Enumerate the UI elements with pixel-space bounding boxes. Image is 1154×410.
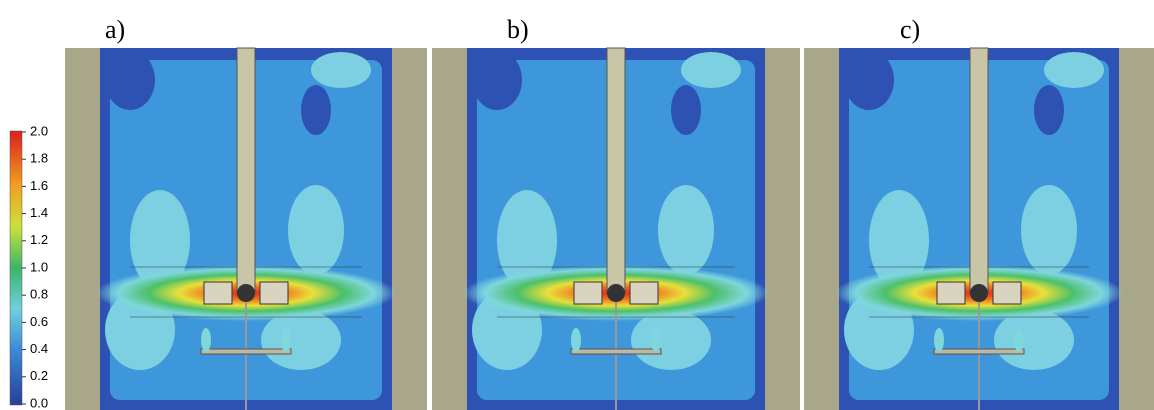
low-speed-region: [658, 185, 714, 275]
lower-impeller: [571, 349, 661, 354]
dead-zone: [844, 50, 894, 110]
low-speed-region: [1044, 52, 1104, 88]
lower-jet: [651, 328, 661, 352]
lower-jet: [201, 328, 211, 352]
impeller-blade: [993, 282, 1021, 304]
impeller-blade: [630, 282, 658, 304]
panel-label: b): [507, 15, 529, 44]
shaft: [607, 48, 625, 293]
impeller-blade: [260, 282, 288, 304]
panel-label: c): [900, 15, 920, 44]
colorbar-label: 1.2: [30, 232, 48, 247]
colorbar: [10, 131, 22, 405]
colorbar-label: 1.4: [30, 205, 48, 220]
dead-zone: [472, 50, 522, 110]
low-speed-region: [1021, 185, 1077, 275]
shaft: [970, 48, 988, 293]
colorbar-label: 0.6: [30, 314, 48, 329]
dead-zone: [1034, 85, 1064, 135]
colorbar-label: 2.0: [30, 123, 48, 138]
lower-jet: [934, 328, 944, 352]
dead-zone: [301, 85, 331, 135]
colorbar-label: 0.0: [30, 395, 48, 410]
dead-zone: [105, 50, 155, 110]
lower-jet: [1014, 328, 1024, 352]
low-speed-region: [311, 52, 371, 88]
dead-zone: [671, 85, 701, 135]
panel-label: a): [105, 15, 125, 44]
lower-impeller: [201, 349, 291, 354]
impeller-hub: [607, 284, 625, 302]
lower-impeller: [934, 349, 1024, 354]
impeller-blade: [574, 282, 602, 304]
colorbar-label: 1.6: [30, 178, 48, 193]
impeller-hub: [237, 284, 255, 302]
colorbar-label: 1.0: [30, 259, 48, 274]
low-speed-region: [681, 52, 741, 88]
colorbar-label: 0.2: [30, 368, 48, 383]
figure: 0.0 0.2 0.4 0.6 0.8 1.0 1.2 1.4 1.6 1.8 2.0 a) b) c): [0, 0, 1154, 410]
colorbar-label: 1.8: [30, 151, 48, 166]
colorbar-label: 0.4: [30, 341, 48, 356]
impeller-blade: [937, 282, 965, 304]
colorbar-label: 0.8: [30, 287, 48, 302]
impeller-blade: [204, 282, 232, 304]
lower-jet: [571, 328, 581, 352]
low-speed-region: [288, 185, 344, 275]
shaft: [237, 48, 255, 293]
impeller-hub: [970, 284, 988, 302]
lower-jet: [281, 328, 291, 352]
